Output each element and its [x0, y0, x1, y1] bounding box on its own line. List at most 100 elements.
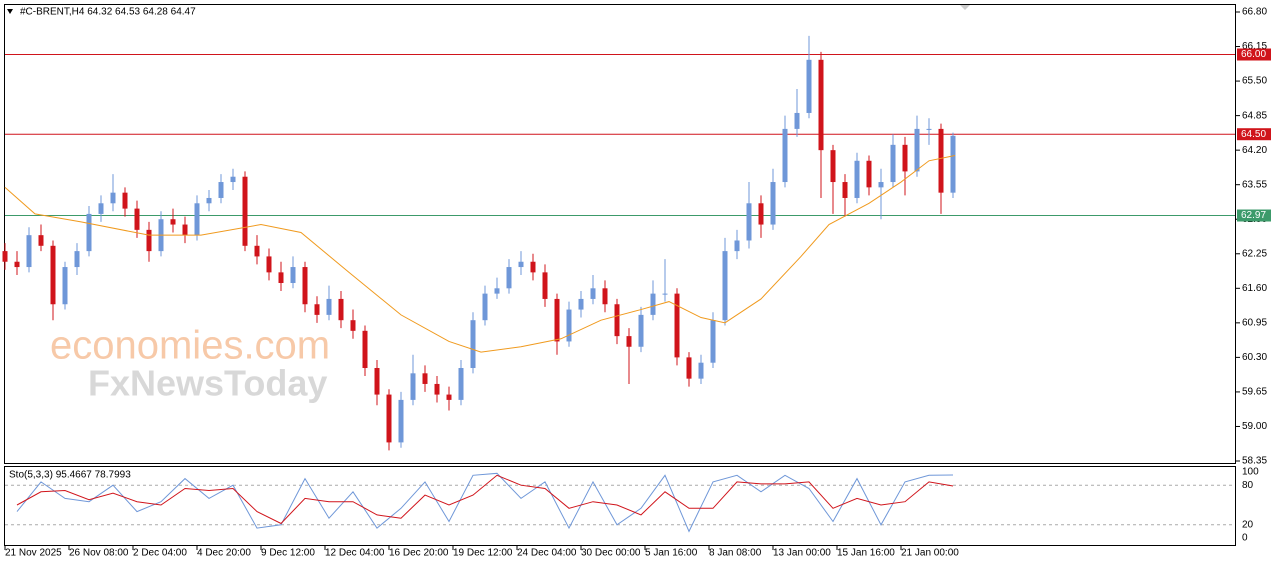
shift-marker [960, 5, 970, 10]
x-tick-label: 2 Dec 04:00 [133, 548, 187, 559]
y-tick-label: 65.50 [1242, 76, 1267, 87]
candle-body [278, 272, 284, 283]
candle-body [230, 176, 236, 183]
candle-body [362, 330, 368, 369]
candle-body [758, 203, 764, 225]
menu-arrow[interactable] [7, 9, 13, 14]
candle-body [146, 229, 152, 252]
candle-body [866, 160, 872, 188]
candle-body [926, 128, 932, 130]
candle-body [206, 197, 212, 204]
x-tick-label: 12 Dec 04:00 [325, 548, 385, 559]
level-label: 64.50 [1241, 129, 1266, 140]
y-tick-label: 64.85 [1242, 110, 1267, 121]
candle-body [614, 304, 620, 337]
candle-body [518, 261, 524, 268]
x-tick-label: 9 Dec 12:00 [261, 548, 315, 559]
candle-body [914, 128, 920, 172]
candle-body [218, 182, 224, 198]
candle-body [626, 336, 632, 347]
candle-body [806, 59, 812, 113]
candle-body [326, 298, 332, 315]
candle-body [734, 240, 740, 252]
y-tick-label: 59.65 [1242, 387, 1267, 398]
candle-body [542, 272, 548, 299]
x-tick-label: 16 Dec 20:00 [389, 548, 449, 559]
y-tick-label: 66.80 [1242, 7, 1267, 18]
candle-body [938, 128, 944, 193]
candle-body [50, 245, 56, 305]
candle-body [410, 373, 416, 400]
y-tick-label: 100 [1242, 467, 1259, 478]
y-tick-label: 58.35 [1242, 456, 1267, 467]
candle-body [350, 320, 356, 331]
candle-body [650, 293, 656, 315]
level-label: 66.00 [1241, 49, 1266, 60]
candle-body [782, 128, 788, 183]
candle-body [770, 182, 776, 225]
candle-body [86, 213, 92, 252]
candle-body [374, 368, 380, 395]
y-tick-label: 66.15 [1242, 41, 1267, 52]
x-tick-label: 15 Jan 16:00 [837, 548, 895, 559]
watermark: FxNewsToday [88, 363, 327, 404]
candle-body [902, 144, 908, 172]
candle-body [110, 192, 116, 204]
candle-body [830, 150, 836, 183]
moving-average [4, 154, 956, 353]
x-tick-label: 13 Jan 00:00 [773, 548, 831, 559]
candle-body [578, 298, 584, 310]
indicator-title: Sto(5,3,3) 95.4667 78.7993 [9, 470, 131, 481]
candle-body [98, 203, 104, 214]
candle-body [134, 208, 140, 230]
x-tick-label: 24 Dec 04:00 [517, 548, 577, 559]
y-tick-label: 61.60 [1242, 283, 1267, 294]
candle-body [662, 293, 668, 295]
candle-body [458, 368, 464, 400]
candle-body [530, 261, 536, 273]
candle-body [242, 176, 248, 246]
watermark: economies.com [50, 324, 330, 368]
candle-body [842, 182, 848, 198]
candle-body [710, 320, 716, 363]
y-tick-label: 63.55 [1242, 179, 1267, 190]
candle-body [62, 267, 68, 305]
y-tick-label: 0 [1242, 533, 1248, 544]
stoch-panel [4, 466, 1236, 546]
stochastic-line [16, 472, 954, 533]
candle-body [854, 160, 860, 198]
candle-body [26, 235, 32, 268]
candle-body [446, 394, 452, 400]
candle-body [38, 235, 44, 246]
candle-body [386, 394, 392, 443]
x-tick-label: 5 Jan 16:00 [645, 548, 698, 559]
candle-body [698, 362, 704, 379]
candle-body [194, 203, 200, 236]
x-tick-label: 26 Nov 08:00 [69, 548, 129, 559]
candle-body [602, 288, 608, 305]
candle-body [494, 288, 500, 294]
y-tick-label: 80 [1242, 480, 1254, 491]
candle-body [2, 251, 8, 262]
candle-body [398, 399, 404, 443]
candle-body [14, 261, 20, 268]
y-tick-label: 64.20 [1242, 145, 1267, 156]
level-label-box [1237, 48, 1271, 61]
candle-body [590, 288, 596, 299]
candle-body [554, 298, 560, 342]
level-label-box [1237, 209, 1271, 222]
x-tick-label: 8 Jan 08:00 [709, 548, 762, 559]
price-panel [4, 4, 1236, 464]
candle-body [314, 304, 320, 315]
chart-title: #C-BRENT,H4 64.32 64.53 64.28 64.47 [20, 7, 196, 18]
candle-body [794, 112, 800, 129]
y-tick-label: 60.30 [1242, 352, 1267, 363]
candle-body [254, 245, 260, 257]
candle-body [266, 256, 272, 273]
level-label: 62.97 [1241, 210, 1266, 221]
x-tick-label: 19 Dec 12:00 [453, 548, 513, 559]
y-tick-label: 62.25 [1242, 248, 1267, 259]
x-tick-label: 21 Jan 00:00 [901, 548, 959, 559]
level-label-box [1237, 128, 1271, 141]
